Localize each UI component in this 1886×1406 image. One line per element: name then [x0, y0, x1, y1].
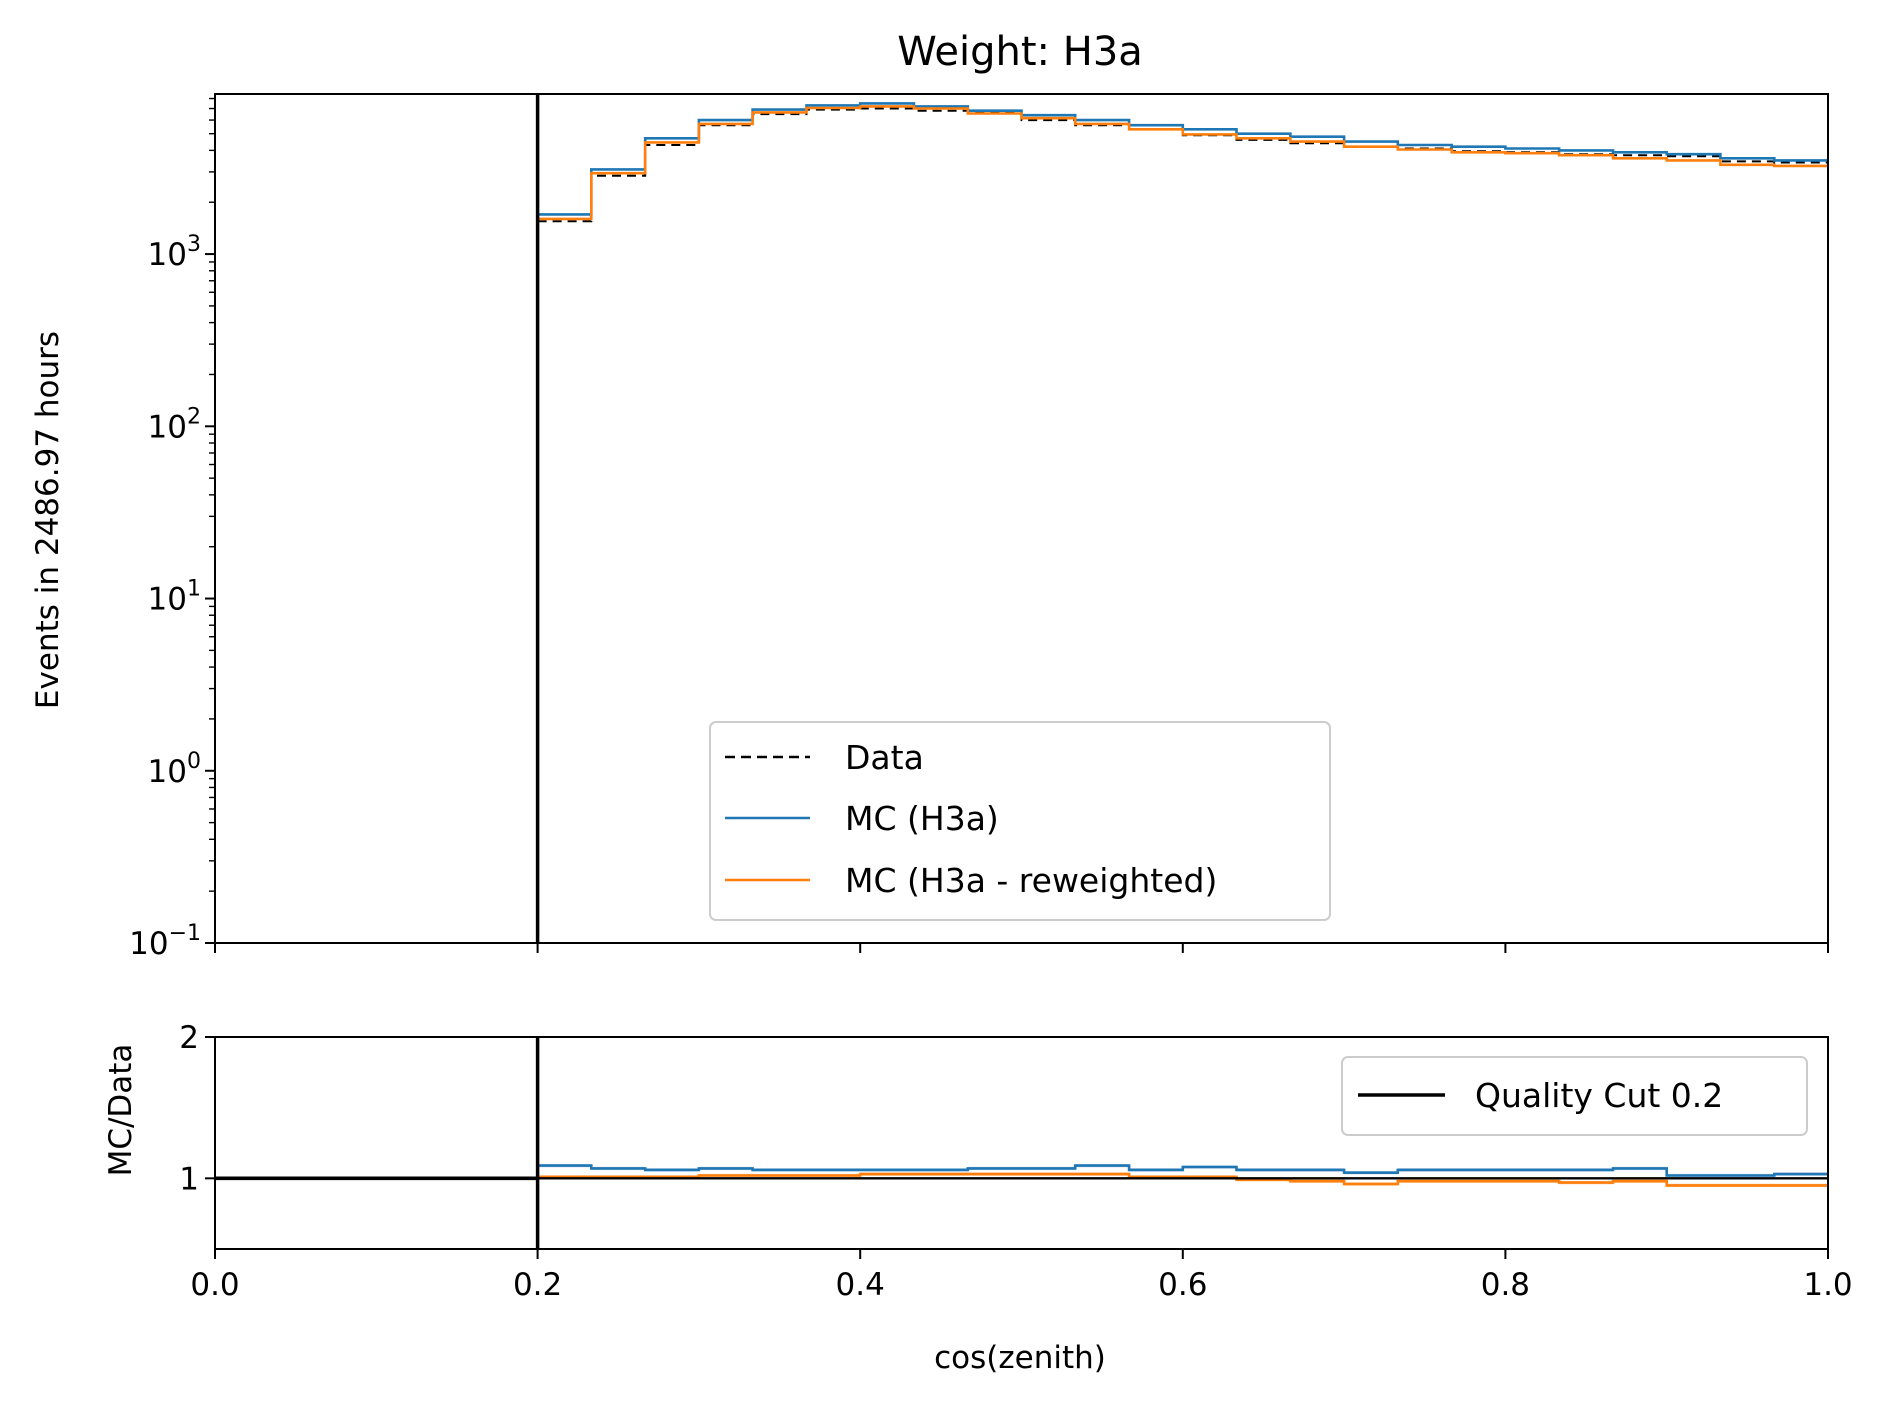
- ratio-mc: [537, 1164, 1828, 1177]
- main-panel: Weight: H3a Events in 2486.97 hours 10−1…: [30, 29, 1829, 962]
- main-y-axis-label: Events in 2486.97 hours: [30, 331, 66, 709]
- main-x-axis: [214, 943, 1829, 953]
- x-tick-label: 0.0: [190, 1267, 239, 1303]
- legend-label-data: Data: [845, 738, 924, 777]
- main-frame: [214, 93, 1829, 944]
- x-tick-label: 0.8: [1481, 1267, 1530, 1303]
- x-tick-label: 0.2: [513, 1267, 562, 1303]
- x-tick-label: 0.6: [1158, 1267, 1207, 1303]
- ratio-y-axis-label: MC/Data: [103, 1044, 139, 1177]
- x-tick-label: 0.4: [836, 1267, 885, 1303]
- main-y-tick-label: 100: [148, 749, 201, 790]
- main-y-tick-label: 102: [148, 404, 201, 445]
- legend-label-mc-reweighted: MC (H3a - reweighted): [845, 861, 1217, 900]
- ratio-legend-box: [1341, 1056, 1808, 1136]
- chart-title: Weight: H3a: [897, 29, 1143, 75]
- main-y-tick-label: 103: [148, 232, 201, 273]
- main-y-tick-label: 101: [148, 577, 201, 618]
- ratio-legend: Quality Cut 0.2: [1341, 1056, 1808, 1136]
- ratio-y-axis: 12: [179, 1020, 215, 1197]
- main-y-axis: 10−1 100 101 102 103: [129, 97, 215, 962]
- ratio-plot-area: [215, 1037, 1828, 1249]
- x-tick-label: 1.0: [1803, 1267, 1852, 1303]
- main-legend-box: [709, 721, 1331, 921]
- legend-label-mc: MC (H3a): [845, 799, 999, 838]
- legend-label-quality-cut: Quality Cut 0.2: [1475, 1076, 1723, 1115]
- ratio-mc-reweighted: [537, 1172, 1828, 1187]
- ratio-frame: [214, 1036, 1829, 1250]
- ratio-panel: MC/Data cos(zenith) 12 0.0 0.2 0.4 0.6 0.8 1.…: [103, 1020, 1853, 1376]
- x-axis-label: cos(zenith): [934, 1340, 1106, 1376]
- main-y-tick-label: 10−1: [129, 921, 201, 962]
- ratio-y-tick-label: 2: [179, 1020, 199, 1056]
- ratio-y-tick-label: 1: [179, 1161, 199, 1197]
- main-legend: Data MC (H3a) MC (H3a - reweighted): [709, 721, 1331, 921]
- ratio-x-axis: 0.0 0.2 0.4 0.6 0.8 1.0: [190, 1249, 1853, 1303]
- series-mc-reweighted: [537, 105, 1828, 221]
